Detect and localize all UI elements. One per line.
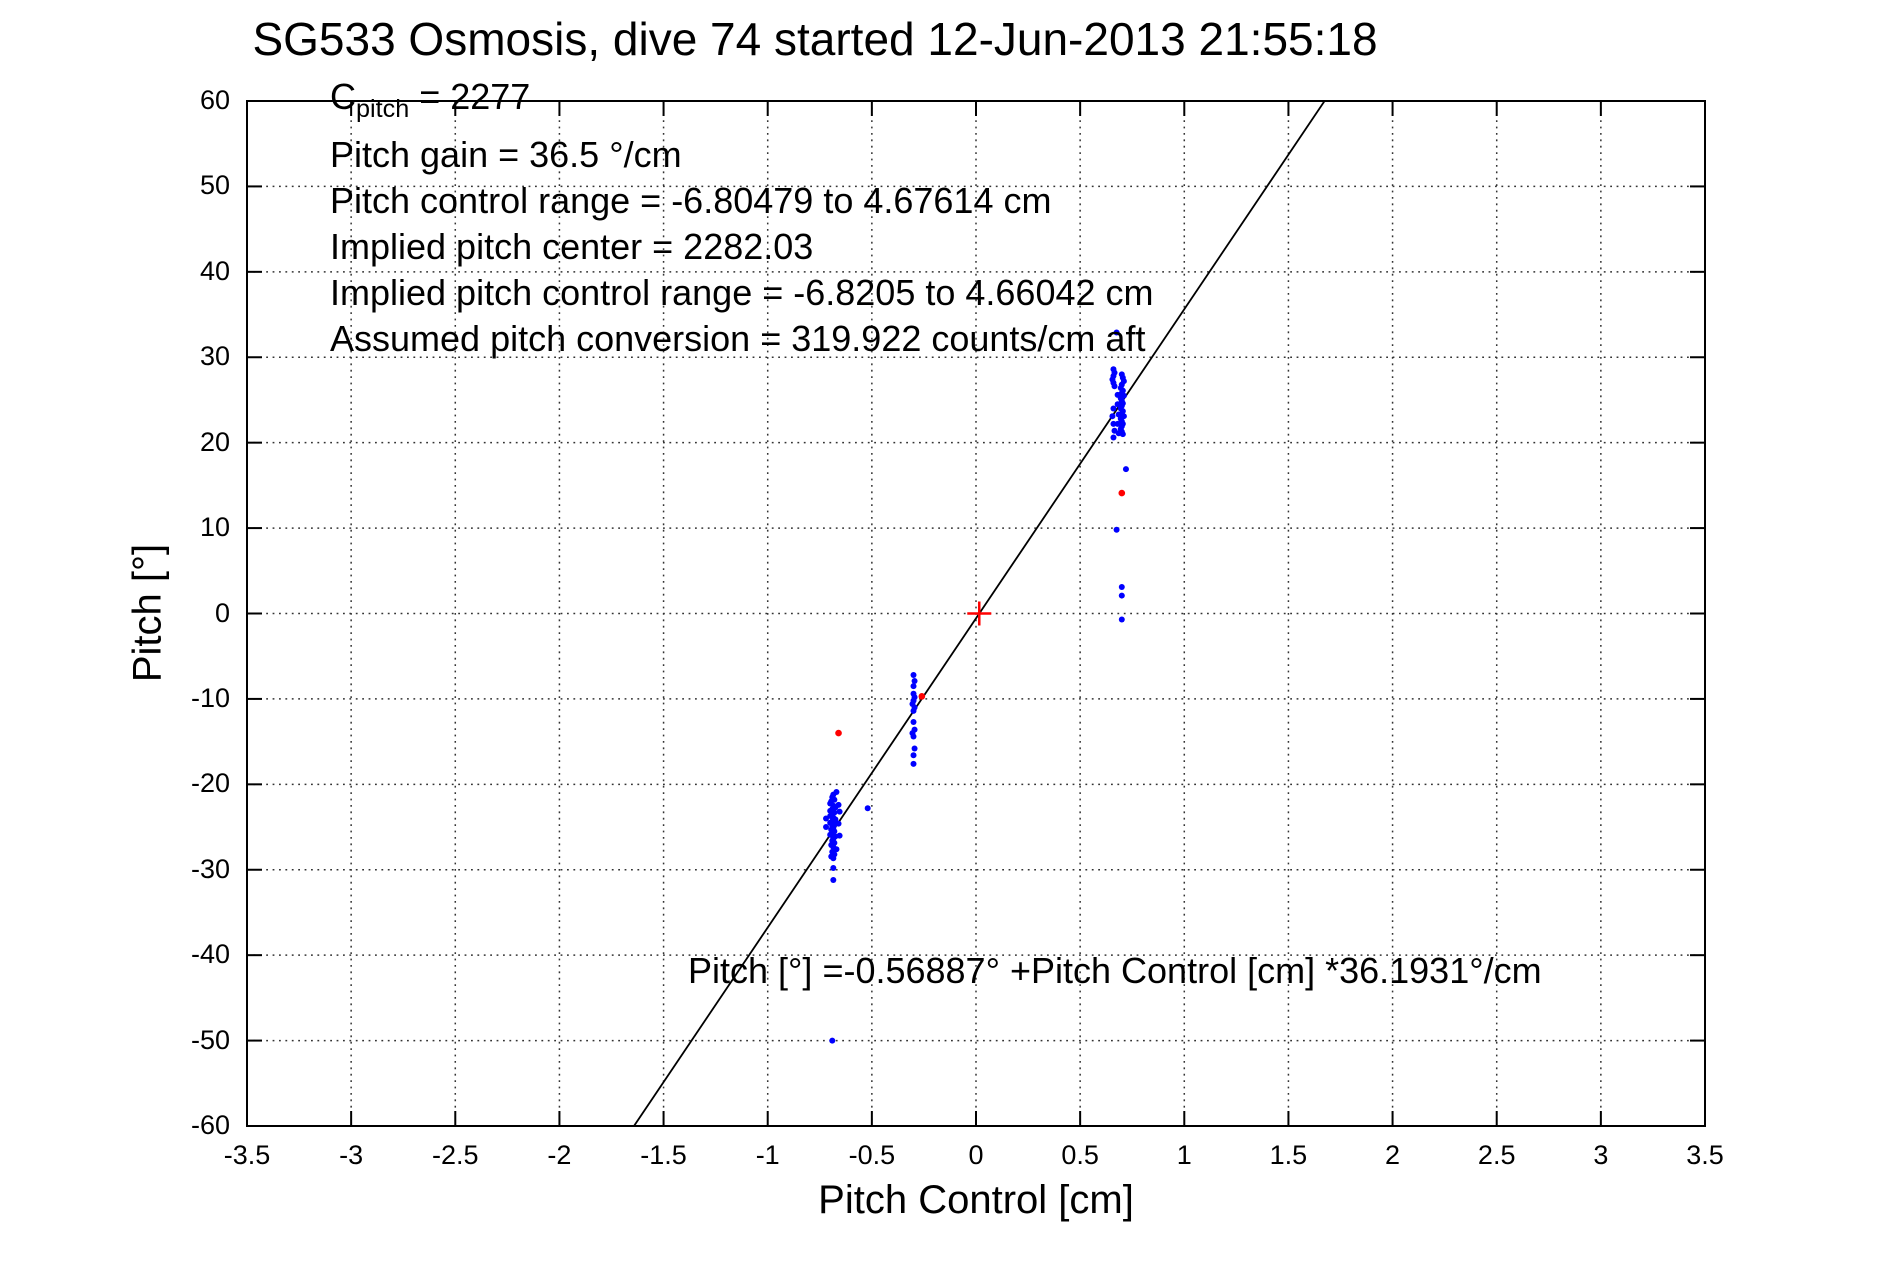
y-tick-label: 30 [199, 341, 230, 372]
data-point-blue [1115, 430, 1122, 437]
cpitch-value: = 2277 [409, 76, 531, 117]
annotation-pitch-gain: Pitch gain = 36.5 °/cm [330, 134, 682, 176]
x-tick-label: 0 [968, 1140, 984, 1170]
annotation-pitch-control-range: Pitch control range = -6.80479 to 4.6761… [330, 180, 1052, 222]
x-tick-label: -1.5 [640, 1140, 687, 1170]
data-point-blue [910, 760, 917, 767]
x-tick-label: -1 [755, 1140, 780, 1170]
x-tick-label: -3.5 [223, 1140, 271, 1170]
data-point-blue [1114, 391, 1121, 398]
x-axis-label: Pitch Control [cm] [818, 1178, 1134, 1222]
data-point-blue [823, 824, 830, 831]
y-tick-label: 0 [214, 597, 230, 628]
y-tick-label: 40 [199, 255, 230, 286]
y-tick-label: 20 [199, 426, 230, 457]
data-point-blue [910, 718, 917, 725]
y-tick-label: -40 [190, 939, 230, 970]
x-tick-label: 1.5 [1269, 1140, 1308, 1170]
data-point-blue [864, 805, 871, 812]
data-point-blue [1114, 401, 1121, 408]
y-tick-label: -30 [190, 853, 230, 884]
x-tick-label: -2 [547, 1140, 572, 1170]
data-point-blue [829, 1037, 836, 1044]
data-point-blue [1118, 616, 1125, 623]
data-point-blue [910, 752, 917, 759]
data-point-blue [830, 865, 837, 872]
y-tick-label: -50 [190, 1024, 230, 1055]
data-point-blue [1114, 420, 1121, 427]
data-point-blue [911, 745, 918, 752]
data-point-red [1118, 489, 1126, 497]
data-point-blue [1113, 526, 1120, 533]
data-point-blue [910, 672, 917, 678]
x-tick-label: 1 [1176, 1140, 1192, 1170]
x-tick-label: 2 [1385, 1140, 1401, 1170]
annotation-implied-pitch-control-range: Implied pitch control range = -6.8205 to… [330, 272, 1154, 314]
cpitch-subscript: pitch [356, 95, 410, 124]
y-tick-label: -10 [190, 682, 230, 713]
annotation-implied-pitch-center: Implied pitch center = 2282.03 [330, 226, 814, 268]
data-point-blue [836, 808, 843, 815]
data-point-blue [1109, 413, 1116, 420]
data-point-blue [830, 877, 837, 883]
data-point-red [918, 693, 926, 700]
plot-box [246, 100, 1706, 1127]
y-tick-label: 10 [199, 512, 230, 543]
data-point-blue [911, 677, 918, 684]
data-point-blue [1110, 434, 1117, 441]
data-point-blue [1110, 405, 1117, 412]
x-tick-label: 3.5 [1686, 1140, 1724, 1170]
plot-title: SG533 Osmosis, dive 74 started 12-Jun-20… [252, 13, 1378, 65]
y-tick-label: 50 [199, 170, 230, 201]
data-point-red [835, 729, 842, 737]
x-tick-label: -2.5 [432, 1140, 479, 1170]
y-tick-label: -20 [190, 768, 230, 799]
data-point-blue [1113, 329, 1120, 336]
data-point-blue [823, 815, 830, 822]
x-tick-label: 2.5 [1477, 1140, 1516, 1170]
data-point-blue [1122, 466, 1129, 473]
annotation-block: Cpitch = 2277 Pitch gain = 36.5 °/cm Pit… [330, 74, 1154, 362]
annotation-assumed-pitch-conversion: Assumed pitch conversion = 319.922 count… [330, 318, 1146, 360]
data-point-blue [910, 683, 917, 690]
data-point-blue [1118, 584, 1125, 591]
data-point-blue [1111, 383, 1118, 390]
data-point-blue [835, 801, 842, 808]
x-tick-label: 3 [1593, 1140, 1609, 1170]
data-point-blue [1115, 411, 1122, 418]
data-point-blue [1110, 420, 1117, 427]
x-tick-label: -3 [339, 1140, 364, 1170]
y-tick-label: -60 [190, 1110, 230, 1140]
fit-equation: Pitch [°] =-0.56887° +Pitch Control [cm]… [688, 950, 1542, 991]
x-tick-label: 0.5 [1061, 1140, 1099, 1170]
cpitch-base: C [330, 76, 356, 117]
data-point-blue [830, 855, 837, 862]
data-point-blue [1118, 592, 1125, 599]
x-tick-label: -0.5 [848, 1140, 896, 1170]
y-tick-label: 60 [199, 85, 230, 115]
data-point-blue [910, 733, 917, 740]
data-point-blue [910, 707, 917, 714]
annotation-cpitch: Cpitch = 2277 [330, 74, 1154, 132]
data-point-blue [835, 820, 842, 827]
